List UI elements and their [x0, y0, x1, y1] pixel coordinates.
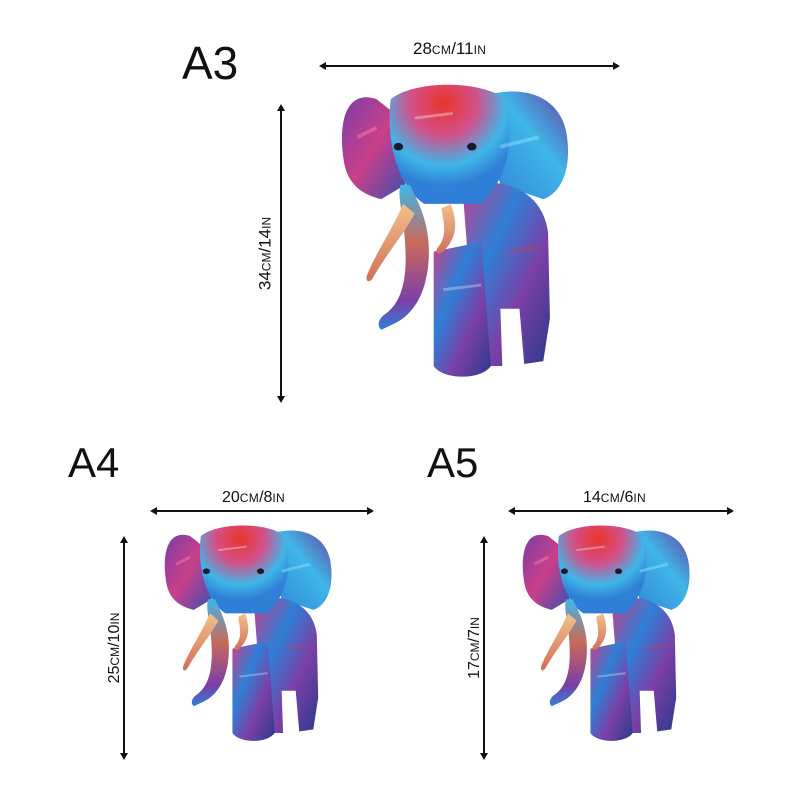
- width-label-a4: 20CM/8IN: [222, 490, 285, 506]
- unit-cm: CM: [431, 43, 452, 57]
- size-label-a5: A5: [427, 439, 479, 486]
- size-label-a4: A4: [68, 439, 120, 486]
- height-cm-value: 17: [466, 661, 483, 679]
- unit-separator: /: [106, 642, 123, 647]
- height-label-a3: 34CM/14IN: [255, 194, 275, 314]
- unit-in: IN: [468, 617, 482, 630]
- height-in-value: 10: [106, 624, 123, 643]
- unit-cm: CM: [468, 642, 482, 662]
- height-cm-value: 25: [106, 665, 123, 684]
- height-arrow-a3: [277, 104, 285, 403]
- unit-in: IN: [108, 612, 122, 625]
- height-arrow-a5: [480, 536, 488, 760]
- width-cm-value: 14: [583, 489, 601, 506]
- width-arrow-a4: [150, 507, 374, 515]
- width-arrow-a5: [508, 507, 734, 515]
- unit-in: IN: [259, 216, 274, 229]
- height-in-value: 7: [466, 629, 483, 638]
- width-label-a3: 28CM/11IN: [413, 40, 486, 57]
- height-in-value: 14: [255, 228, 275, 248]
- width-in-value: 6: [624, 489, 634, 506]
- unit-cm: CM: [108, 646, 122, 666]
- unit-in: IN: [473, 43, 487, 57]
- width-cm-value: 28: [413, 39, 432, 58]
- elephant-image-a4: [160, 522, 340, 747]
- width-in-value: 8: [263, 489, 273, 506]
- width-label-a5: 14CM/6IN: [583, 490, 646, 506]
- unit-separator: /: [466, 638, 483, 643]
- unit-separator: /: [451, 39, 456, 58]
- unit-cm: CM: [600, 491, 621, 505]
- unit-cm: CM: [259, 252, 274, 272]
- height-label-a5: 17CM/7IN: [466, 593, 483, 703]
- width-in-value: 11: [455, 39, 474, 58]
- elephant-image-a5: [518, 522, 698, 747]
- height-label-a4: 25CM/10IN: [106, 593, 123, 703]
- unit-cm: CM: [239, 491, 260, 505]
- height-arrow-a4: [120, 536, 128, 760]
- unit-separator: /: [620, 489, 625, 506]
- height-cm-value: 34: [255, 271, 275, 291]
- unit-in: IN: [272, 491, 286, 505]
- elephant-image-a3: [335, 80, 580, 385]
- unit-separator: /: [259, 489, 264, 506]
- unit-in: IN: [633, 491, 647, 505]
- width-arrow-a3: [319, 62, 620, 70]
- unit-separator: /: [255, 247, 275, 253]
- width-cm-value: 20: [222, 489, 240, 506]
- size-label-a3: A3: [182, 37, 239, 89]
